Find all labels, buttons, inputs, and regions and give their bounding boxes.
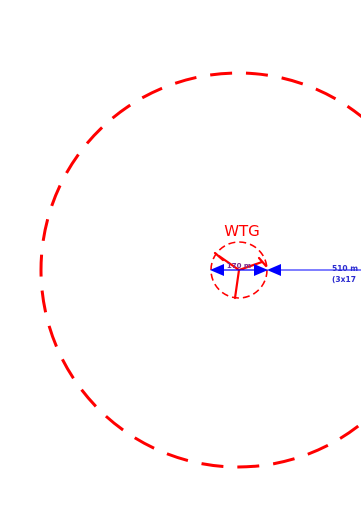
wtg-label: WTG [224,222,260,240]
outer-radius-label: 510 m [332,264,358,273]
turbine-symbol [213,251,268,300]
rotor-dim-arrow-right [254,264,268,276]
rotor-diameter-dimension [210,264,268,276]
rotor-dim-arrow-left [210,264,224,276]
outer-setback-circle [39,71,361,469]
outer-radius-label-multiplier: (3x17 [332,275,356,284]
outer-dim-arrow-left [267,264,281,276]
outer-radius-dimension [267,264,361,276]
rotor-diameter-label: 170 m [227,262,251,270]
